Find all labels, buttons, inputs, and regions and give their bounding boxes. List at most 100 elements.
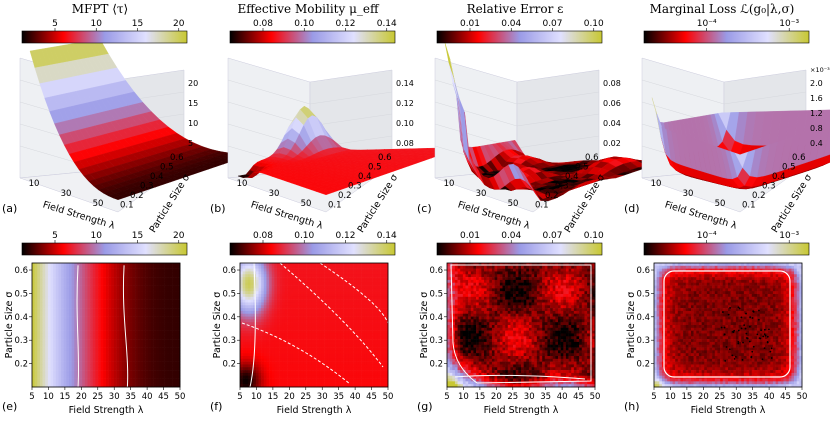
- heatmap-cell: [82, 286, 85, 289]
- heatmap-cell: [85, 283, 88, 286]
- heatmap-cell: [109, 314, 112, 317]
- heatmap-cell: [127, 333, 130, 336]
- heatmap-cell: [130, 305, 133, 308]
- heatmap-cell: [98, 266, 101, 269]
- heatmap-cell: [167, 348, 170, 351]
- heatmap-cell: [135, 274, 138, 277]
- x-tick-label: 30: [61, 189, 72, 199]
- heatmap-cell: [61, 308, 64, 311]
- heatmap-cell: [61, 373, 64, 376]
- heatmap-cell: [296, 286, 299, 289]
- heatmap-cell: [58, 333, 61, 336]
- heatmap-cell: [114, 362, 117, 365]
- heatmap-cell: [140, 325, 143, 328]
- heatmap-cell: [303, 274, 306, 277]
- heatmap-cell: [109, 283, 112, 286]
- heatmap-cell: [74, 350, 77, 353]
- heatmap-cell: [95, 331, 98, 334]
- colorbar-gradient: [644, 31, 809, 43]
- heatmap-cell: [343, 305, 346, 308]
- heatmap-cell: [98, 362, 101, 365]
- heatmap-cell: [88, 314, 91, 317]
- heatmap-cell: [106, 286, 109, 289]
- heatmap-cell: [293, 269, 296, 272]
- heatmap-cell: [306, 283, 309, 286]
- heatmap-cell: [95, 370, 98, 373]
- heatmap-cell: [146, 376, 149, 379]
- heatmap-cell: [351, 288, 354, 291]
- heatmap-cell: [109, 302, 112, 305]
- heatmap-cell: [114, 294, 117, 297]
- heatmap-cell: [354, 266, 357, 269]
- heatmap-cell: [151, 350, 154, 353]
- heatmap-cell: [164, 274, 167, 277]
- heatmap-cell: [114, 280, 117, 283]
- heatmap-cell: [98, 339, 101, 342]
- heatmap-cell: [119, 362, 122, 365]
- heatmap-cell: [106, 308, 109, 311]
- heatmap-cell: [303, 277, 306, 280]
- heatmap-cell: [122, 345, 125, 348]
- heatmap-cell: [56, 317, 59, 320]
- heatmap-cell: [85, 305, 88, 308]
- heatmap-cell: [98, 381, 101, 384]
- heatmap-cell: [111, 333, 114, 336]
- heatmap-cell: [277, 302, 280, 305]
- heatmap-cell: [322, 271, 325, 274]
- heatmap-cell: [90, 288, 93, 291]
- heatmap-cell: [93, 311, 96, 314]
- heatmap-cell: [43, 311, 46, 314]
- heatmap-cell: [82, 294, 85, 297]
- heatmap-cell: [293, 300, 296, 303]
- heatmap-cell: [162, 277, 165, 280]
- heatmap-cell: [298, 311, 301, 314]
- heatmap-cell: [296, 288, 299, 291]
- heatmap-cell: [69, 339, 72, 342]
- heatmap-cell: [117, 350, 120, 353]
- heatmap-cell: [301, 291, 304, 294]
- heatmap-cell: [151, 305, 154, 308]
- heatmap-cell: [101, 348, 104, 351]
- heatmap-cell: [317, 280, 320, 283]
- heatmap-cell: [148, 325, 151, 328]
- heatmap-cell: [162, 274, 165, 277]
- heatmap-cell: [135, 328, 138, 331]
- heatmap-cell: [93, 325, 96, 328]
- heatmap-cell: [290, 263, 293, 266]
- heatmap-cell: [172, 283, 175, 286]
- heatmap-cell: [322, 291, 325, 294]
- heatmap-cell: [119, 311, 122, 314]
- heatmap-cell: [88, 297, 91, 300]
- heatmap-cell: [343, 266, 346, 269]
- heatmap-cell: [354, 263, 357, 266]
- heatmap-cell: [377, 277, 380, 280]
- heatmap-cell: [364, 302, 367, 305]
- heatmap-cell: [367, 274, 370, 277]
- heatmap-cell: [148, 350, 151, 353]
- heatmap-cell: [333, 297, 336, 300]
- heatmap-cell: [311, 277, 314, 280]
- heatmap-cell: [159, 367, 162, 370]
- heatmap-cell: [135, 345, 138, 348]
- heatmap-cell: [43, 339, 46, 342]
- heatmap-cell: [167, 300, 170, 303]
- heatmap-cell: [119, 308, 122, 311]
- heatmap-cell: [359, 297, 362, 300]
- heatmap-cell: [58, 319, 61, 322]
- heatmap-cell: [162, 362, 165, 365]
- heatmap-cell: [348, 269, 351, 272]
- heatmap-cell: [135, 364, 138, 367]
- heatmap-cell: [301, 266, 304, 269]
- heatmap-cell: [72, 286, 75, 289]
- heatmap-cell: [251, 277, 254, 280]
- heatmap-cell: [106, 269, 109, 272]
- heatmap-cell: [32, 364, 35, 367]
- heatmap-cell: [101, 317, 104, 320]
- heatmap-cell: [303, 280, 306, 283]
- heatmap-cell: [114, 367, 117, 370]
- heatmap-cell: [259, 271, 262, 274]
- heatmap-cell: [272, 302, 275, 305]
- heatmap-cell: [127, 317, 130, 320]
- heatmap-cell: [143, 266, 146, 269]
- heatmap-cell: [119, 336, 122, 339]
